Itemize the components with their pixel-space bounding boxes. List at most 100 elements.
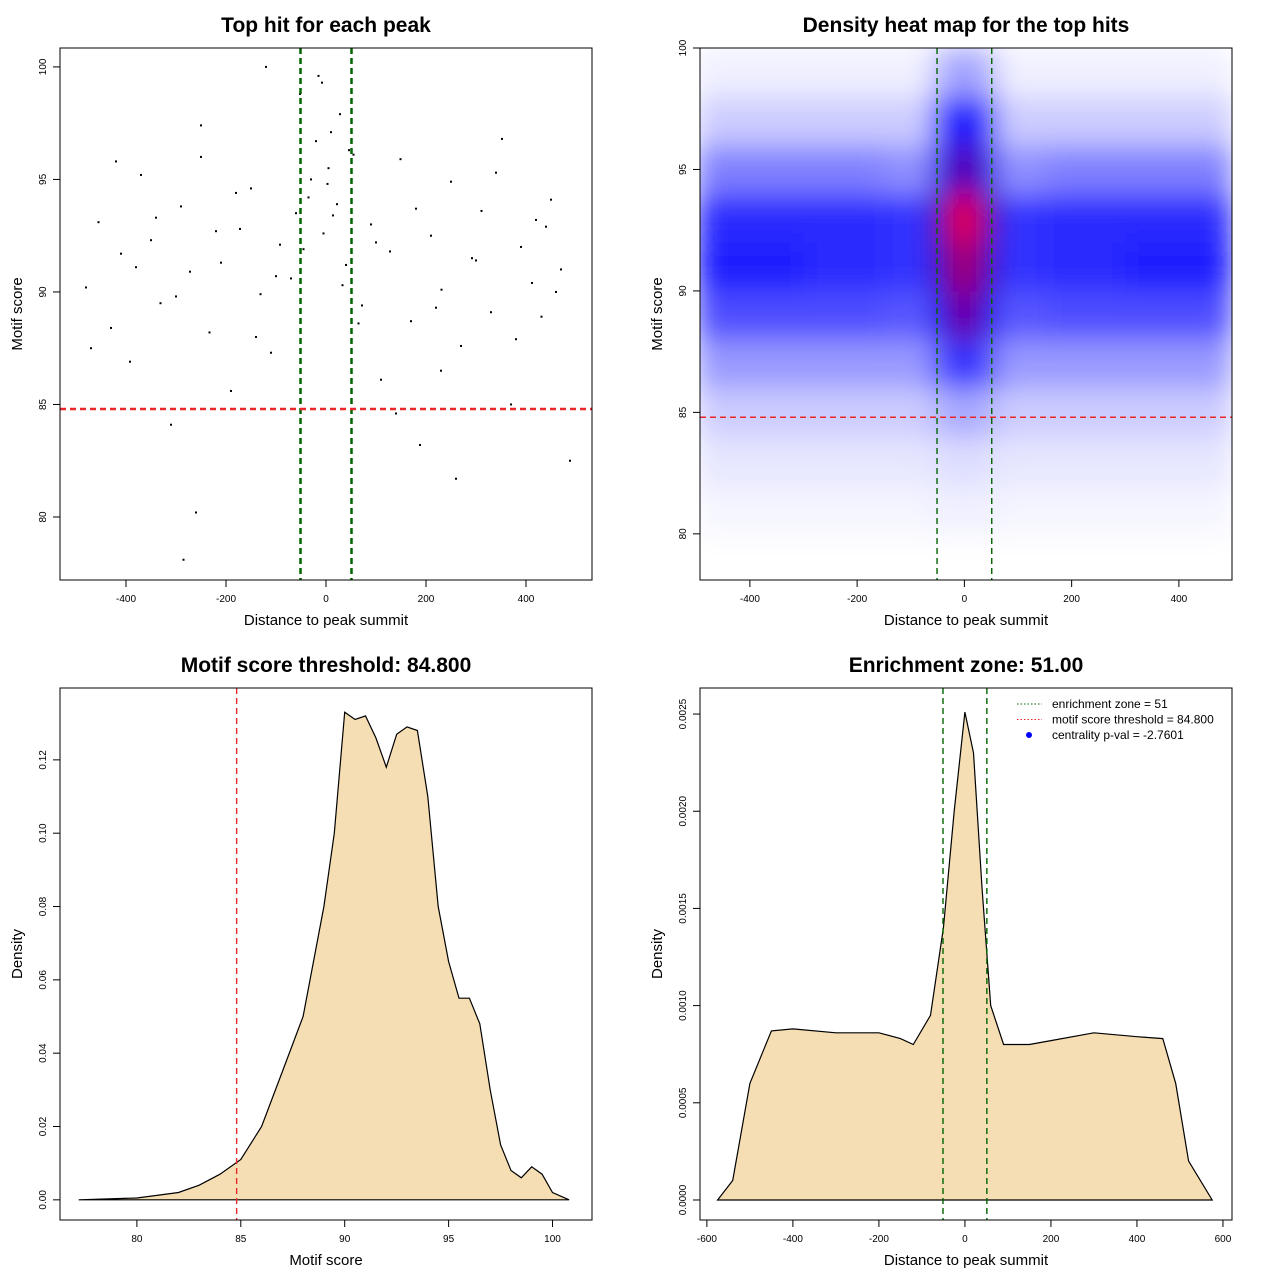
point [279,243,281,246]
heat-cell [953,436,976,486]
x-tick-label: 85 [235,1234,247,1245]
heat-cell [932,436,955,486]
point [255,335,257,338]
legend-label: enrichment zone = 51 [1052,697,1168,711]
x-axis-label: Distance to peak summit [884,612,1049,629]
point [341,284,344,287]
point [430,234,432,237]
y-tick-label: 100 [38,58,49,75]
heat-cell [975,485,998,535]
point [129,360,131,363]
x-tick-label: 0 [323,594,329,605]
heat-cell [883,290,933,341]
point [501,137,503,140]
heat-cell [975,290,998,341]
y-tick-label: 0.06 [38,970,49,990]
point [515,338,517,341]
heat-cell [996,96,1046,146]
heat-cell [932,388,955,438]
point [419,443,421,446]
plot-frame [59,47,593,581]
x-tick-label: -400 [783,1234,803,1245]
chart-title: Top hit for each peak [221,14,431,37]
point [495,171,497,174]
x-tick-label: -400 [740,594,760,605]
heat-cell [700,193,805,243]
y-tick-label: 0.12 [38,750,49,770]
heat-cell [1125,145,1232,195]
heat-cell [1044,48,1126,98]
heat-cell [953,290,976,341]
x-tick-label: -200 [869,1234,889,1245]
heat-cell [803,96,885,146]
point [535,218,537,221]
point [120,252,122,255]
heatmap-cells [700,48,1232,580]
point [540,315,543,318]
point [415,207,417,210]
y-tick-label: 0.10 [38,823,49,843]
legend-label: centrality p-val = -2.7601 [1052,728,1184,742]
chart-title: Density heat map for the top hits [803,14,1130,37]
point [220,261,222,264]
point [230,389,232,392]
legend-label: motif score threshold = 84.800 [1052,713,1214,727]
heat-cell [1125,436,1232,486]
chart-title: Motif score threshold: 84.800 [181,654,472,677]
heat-cell [1125,48,1232,98]
point [531,281,533,284]
point [399,158,402,161]
heat-cell [803,242,885,292]
heat-cell [975,96,998,146]
point [395,412,397,415]
heat-cell [1044,242,1126,292]
heat-cell [1125,485,1232,535]
point [195,511,197,514]
x-tick-label: 200 [1043,1234,1060,1245]
heat-cell [953,193,976,243]
point [550,198,552,201]
heat-cell [996,145,1046,195]
point [159,302,162,305]
point [510,403,512,406]
y-tick-label: 0.0005 [678,1087,689,1118]
heat-cell [975,388,998,438]
point [302,248,305,251]
heat-cell [975,145,998,195]
point [208,331,211,334]
heat-cell [803,339,885,389]
x-tick-label: -200 [216,594,236,605]
heat-cell [996,436,1046,486]
y-tick-label: 0.0010 [678,990,689,1021]
heat-cell [700,96,805,146]
point [189,270,191,273]
y-tick-label: 85 [678,406,689,418]
heat-cell [932,48,955,98]
heat-cell [953,533,976,580]
heat-cell [996,290,1046,341]
x-tick-label: 80 [131,1234,143,1245]
heat-cell [700,145,805,195]
point [322,232,325,235]
point [345,263,347,266]
heat-cell [953,145,976,195]
heat-cell [953,242,976,292]
heat-cell [932,533,955,580]
x-tick-label: 100 [544,1234,561,1245]
point [85,286,87,289]
y-axis-label: Motif score [9,277,26,350]
heat-cell [1125,193,1232,243]
point [361,304,363,307]
point [180,205,182,208]
point [317,74,320,77]
point [471,257,473,260]
y-tick-label: 0.0025 [678,698,689,729]
point [348,149,350,152]
point [370,223,372,226]
x-tick-label: 200 [418,594,435,605]
y-tick-label: 80 [678,528,689,540]
point [140,173,142,176]
heat-cell [975,242,998,292]
point [475,259,477,262]
